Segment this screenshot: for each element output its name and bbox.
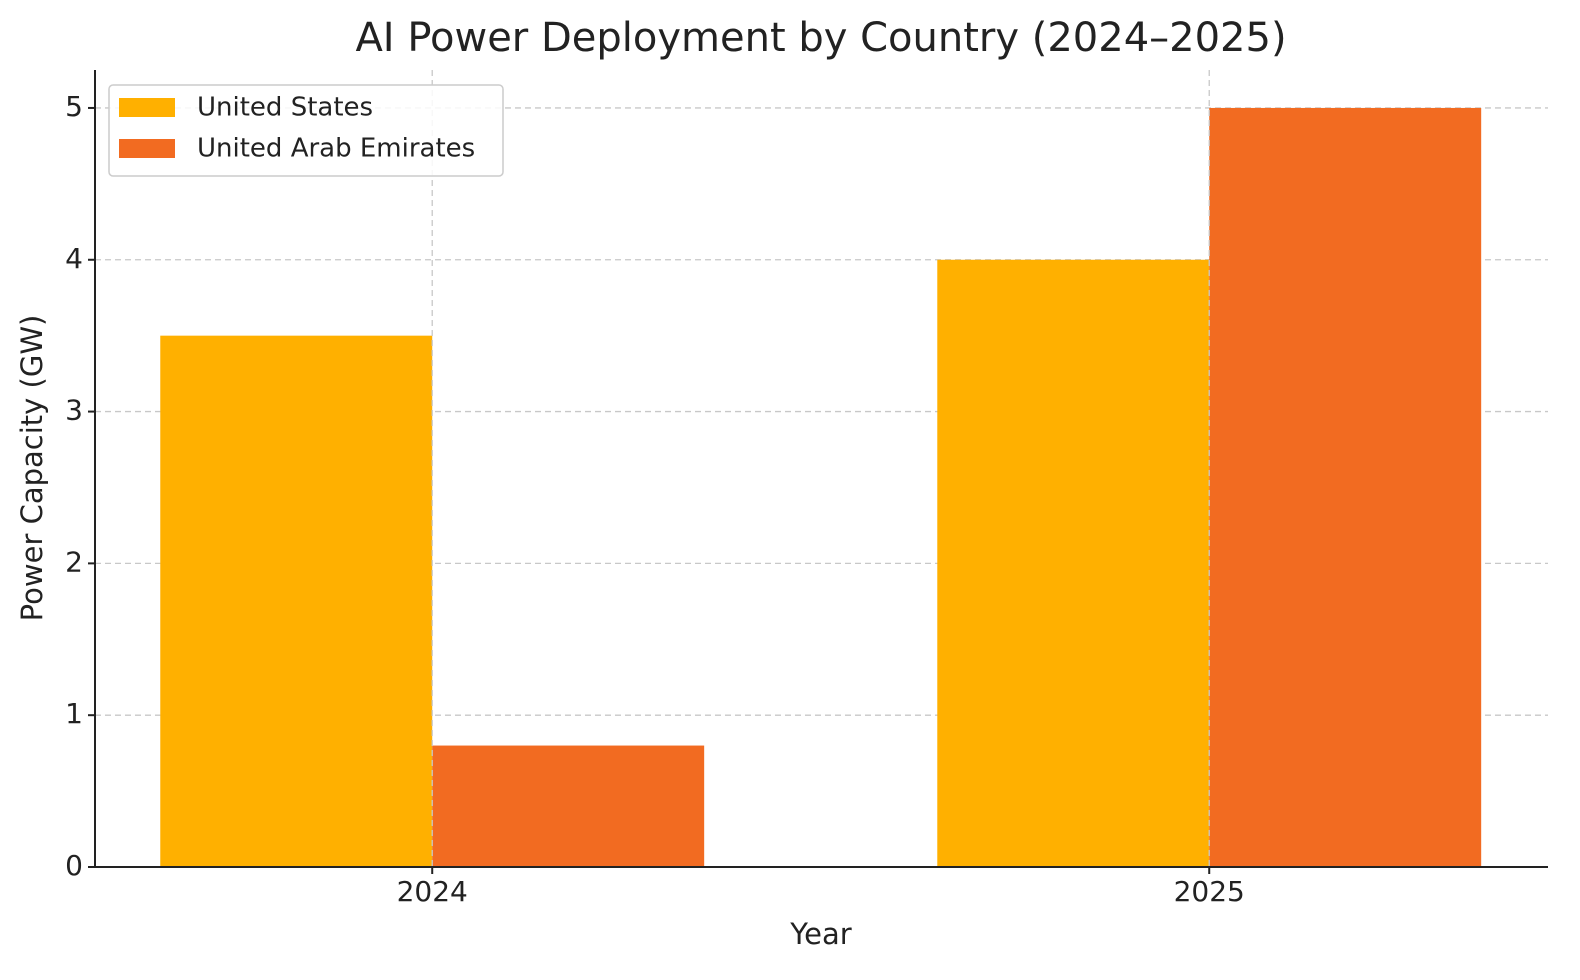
y-tick-label: 5 xyxy=(65,90,83,123)
legend-label: United Arab Emirates xyxy=(197,134,475,164)
y-tick-label: 3 xyxy=(65,394,83,427)
legend-swatch xyxy=(119,98,175,117)
x-axis-label: Year xyxy=(789,917,851,951)
y-tick-label: 4 xyxy=(65,242,83,275)
y-tick-label: 0 xyxy=(65,849,83,882)
legend-label: United States xyxy=(197,93,373,123)
bar xyxy=(1209,107,1482,867)
x-tick-label: 2025 xyxy=(1174,875,1245,908)
y-tick-label: 1 xyxy=(65,697,83,730)
x-tick-label: 2024 xyxy=(397,875,468,908)
legend-swatch xyxy=(119,139,175,158)
legend-box xyxy=(108,84,504,177)
y-axis-label: Power Capacity (GW) xyxy=(15,315,49,622)
legend: United States United Arab Emirates xyxy=(108,84,504,177)
y-tick-label: 2 xyxy=(65,545,83,578)
bar xyxy=(432,745,705,867)
chart-title: AI Power Deployment by Country (2024–202… xyxy=(355,15,1286,61)
bar xyxy=(937,259,1210,867)
bar xyxy=(160,335,433,868)
